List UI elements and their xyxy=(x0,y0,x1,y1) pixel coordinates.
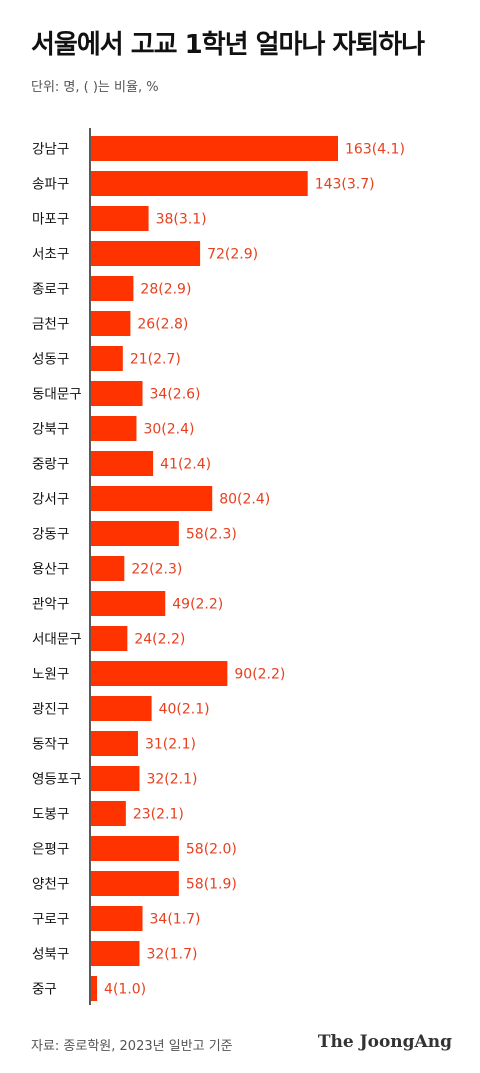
bar xyxy=(91,626,128,651)
category-label: 용산구 xyxy=(32,562,69,578)
value-label: 21(2.7) xyxy=(130,352,181,368)
bar xyxy=(91,451,154,476)
value-label: 40(2.1) xyxy=(159,702,210,718)
bar xyxy=(91,381,143,406)
category-label: 강북구 xyxy=(32,422,69,438)
bar xyxy=(91,696,152,721)
bar xyxy=(91,416,137,441)
value-label: 58(2.3) xyxy=(186,527,237,543)
value-label: 22(2.3) xyxy=(131,562,182,578)
bar xyxy=(91,241,201,266)
category-label: 중랑구 xyxy=(32,457,69,473)
bar xyxy=(91,206,149,231)
bar xyxy=(91,801,126,826)
value-label: 34(2.6) xyxy=(150,387,201,403)
value-label: 28(2.9) xyxy=(140,282,191,298)
value-label: 38(3.1) xyxy=(156,212,207,228)
value-label: 32(1.7) xyxy=(146,947,197,963)
value-label: 26(2.8) xyxy=(137,317,188,333)
bar xyxy=(91,521,179,546)
bar xyxy=(91,276,134,301)
bar xyxy=(91,976,98,1001)
category-label: 강남구 xyxy=(32,142,69,158)
category-label: 관악구 xyxy=(32,597,69,613)
category-label: 서대문구 xyxy=(32,632,82,648)
category-label: 강동구 xyxy=(32,527,69,543)
value-label: 72(2.9) xyxy=(207,247,258,263)
category-label: 서초구 xyxy=(32,247,69,263)
bar xyxy=(91,731,138,756)
value-label: 4(1.0) xyxy=(104,982,146,998)
bar xyxy=(91,346,123,371)
chart-subtitle: 단위: 명, ( )는 비율, % xyxy=(31,80,159,95)
category-label: 구로구 xyxy=(32,912,69,928)
value-label: 163(4.1) xyxy=(345,142,405,158)
category-label: 동대문구 xyxy=(32,387,82,403)
category-label: 양천구 xyxy=(32,877,69,893)
category-label: 도봉구 xyxy=(32,807,69,823)
value-label: 49(2.2) xyxy=(172,597,223,613)
bar xyxy=(91,836,179,861)
value-label: 31(2.1) xyxy=(145,737,196,753)
chart-title: 서울에서 고교 1학년 얼마나 자퇴하나 xyxy=(31,30,425,60)
category-label: 성동구 xyxy=(32,352,69,368)
value-label: 80(2.4) xyxy=(219,492,270,508)
bar xyxy=(91,906,143,931)
bar xyxy=(91,661,228,686)
category-label: 은평구 xyxy=(32,842,69,858)
category-label: 송파구 xyxy=(32,177,69,193)
bar xyxy=(91,171,308,196)
bar xyxy=(91,591,166,616)
bar xyxy=(91,766,140,791)
brand-logo: The JoongAng xyxy=(317,1032,452,1052)
value-label: 41(2.4) xyxy=(160,457,211,473)
category-label: 마포구 xyxy=(32,212,69,228)
category-label: 중구 xyxy=(32,982,57,998)
value-label: 58(1.9) xyxy=(186,877,237,893)
value-label: 143(3.7) xyxy=(315,177,375,193)
bar xyxy=(91,941,140,966)
category-label: 동작구 xyxy=(32,737,69,753)
category-label: 영등포구 xyxy=(32,772,82,788)
value-label: 90(2.2) xyxy=(234,667,285,683)
source-note: 자료: 종로학원, 2023년 일반고 기준 xyxy=(31,1039,233,1054)
value-label: 34(1.7) xyxy=(150,912,201,928)
value-label: 58(2.0) xyxy=(186,842,237,858)
category-label: 종로구 xyxy=(32,282,69,298)
bar-chart: 강남구 163(4.1) 송파구 143(3.7) 마포구 38(3.1) 서초구 72(2.… xyxy=(32,128,405,1005)
category-label: 성북구 xyxy=(32,947,69,963)
value-label: 24(2.2) xyxy=(134,632,185,648)
bar xyxy=(91,486,213,511)
value-label: 30(2.4) xyxy=(143,422,194,438)
category-label: 광진구 xyxy=(32,702,69,718)
value-label: 32(2.1) xyxy=(146,772,197,788)
bar xyxy=(91,871,179,896)
category-label: 노원구 xyxy=(32,667,69,683)
value-label: 23(2.1) xyxy=(133,807,184,823)
category-label: 강서구 xyxy=(32,492,69,508)
bar xyxy=(91,556,125,581)
bar xyxy=(91,311,131,336)
bar xyxy=(91,136,338,161)
category-label: 금천구 xyxy=(32,317,69,333)
